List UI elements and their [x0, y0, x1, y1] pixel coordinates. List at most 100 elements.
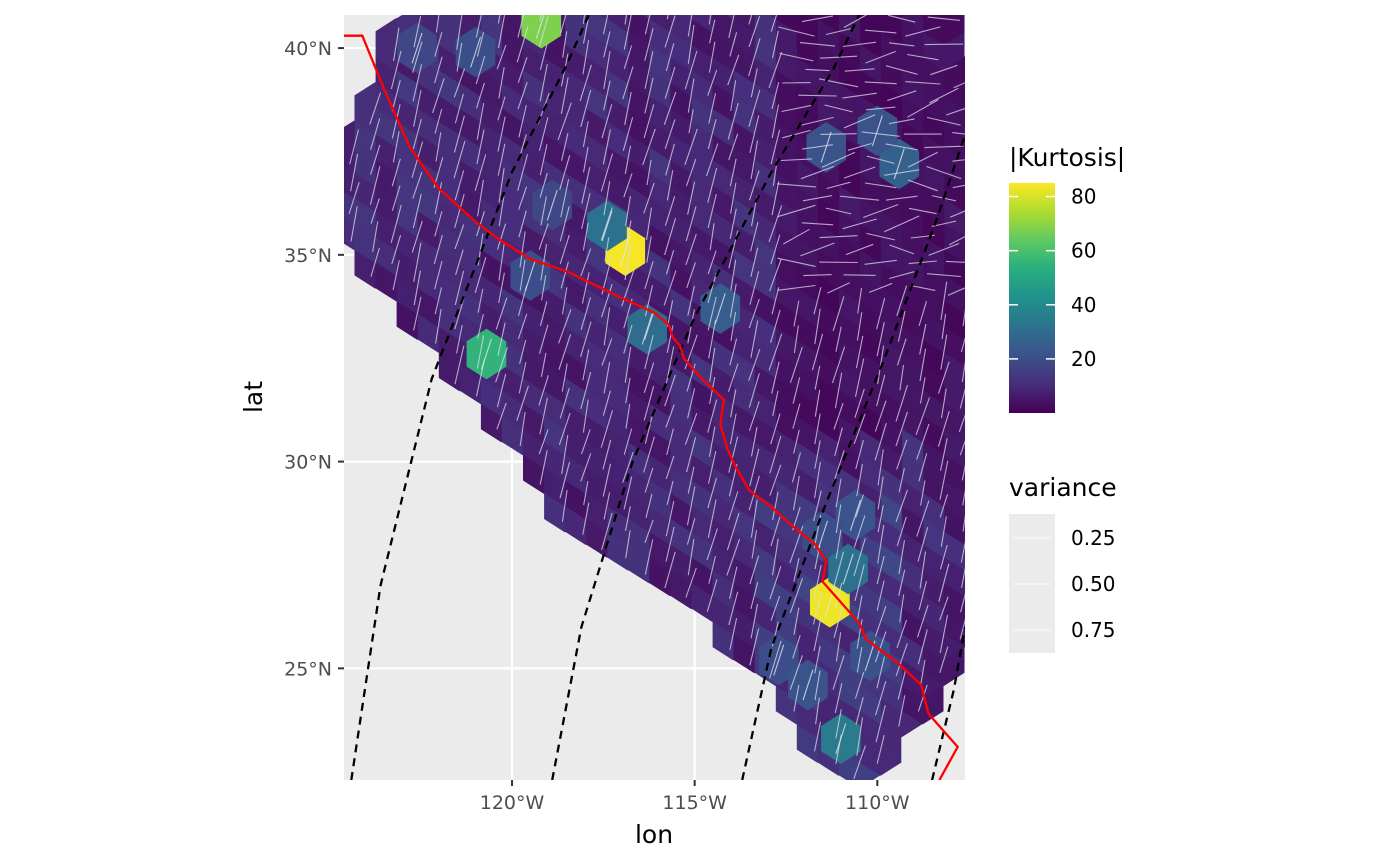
variance-segment: [687, 466, 695, 494]
variance-segment: [939, 438, 948, 471]
variance-segment: [768, 205, 783, 243]
variance-segment: [480, 338, 492, 370]
variance-segment: [835, 632, 842, 662]
variance-segment: [453, 68, 466, 98]
variance-segment: [770, 595, 781, 621]
variance-segment: [686, 486, 696, 526]
variance-segment: [729, 208, 737, 239]
variance-segment: [896, 338, 907, 366]
variance-segment: [889, 271, 915, 280]
variance-segment: [843, 274, 876, 276]
variance-segment: [518, 210, 527, 238]
variance-segment: [623, 45, 633, 69]
variance-segment: [329, 192, 338, 231]
variance-segment: [832, 655, 845, 690]
variance-segment: [391, 234, 402, 265]
variance-segment: [413, 242, 422, 282]
variance-segment: [835, 529, 842, 559]
variance-segment: [781, 3, 811, 9]
size-legend-title: variance: [1009, 473, 1117, 502]
variance-segment: [748, 298, 760, 329]
variance-segment: [730, 259, 737, 291]
variance-segment: [582, 15, 586, 24]
variance-segment: [454, 270, 465, 306]
variance-segment: [920, 659, 926, 686]
variance-segment: [750, 582, 759, 610]
variance-segment: [748, 401, 760, 431]
variance-segment: [771, 287, 780, 315]
variance-segment: [887, 90, 917, 102]
variance-segment: [707, 296, 717, 331]
variance-segment: [814, 389, 821, 417]
variance-segment: [893, 148, 905, 180]
variance-segment: [475, 55, 486, 85]
variance-segment: [709, 347, 716, 382]
variance-segment: [517, 154, 529, 191]
y-tick-label: 40°N: [284, 38, 332, 60]
variance-segment: [539, 15, 542, 21]
variance-segment: [801, 222, 834, 226]
variance-segment: [895, 384, 909, 422]
size-legend-label: 0.75: [1071, 618, 1116, 642]
variance-segment: [664, 66, 676, 99]
variance-segment: [708, 555, 716, 584]
kurtosis-cell: [692, 0, 732, 6]
variance-segment: [476, 211, 485, 237]
variance-segment: [750, 140, 759, 179]
variance-segment: [601, 210, 613, 242]
variance-segment: [644, 334, 654, 370]
variance-segment: [625, 377, 631, 404]
variance-segment: [889, 42, 915, 47]
color-legend: |Kurtosis| 80 60 40 20: [1009, 143, 1125, 413]
variance-segment: [855, 335, 864, 369]
variance-segment: [866, 106, 896, 111]
variance-segment: [707, 167, 718, 203]
variance-segment: [558, 334, 572, 370]
variance-segment: [805, 68, 830, 72]
variance-segment: [779, 52, 814, 62]
variance-segment: [454, 224, 465, 250]
variance-segment: [434, 260, 443, 290]
variance-segment: [411, 220, 423, 253]
variance-segment: [685, 158, 697, 187]
kurtosis-cell: [861, 0, 901, 6]
variance-segment: [644, 312, 654, 340]
color-legend-title: |Kurtosis|: [1009, 143, 1125, 172]
variance-segment: [770, 129, 781, 165]
variance-segment: [728, 436, 739, 473]
variance-segment: [727, 102, 739, 140]
variance-segment: [454, 170, 465, 201]
variance-segment: [865, 50, 896, 64]
variance-segment: [749, 555, 760, 585]
variance-segment: [926, 273, 961, 278]
variance-segment: [820, 131, 832, 163]
variance-segment: [820, 133, 857, 135]
variance-segment: [876, 734, 885, 764]
variance-segment: [454, 93, 464, 124]
variance-segment: [777, 257, 816, 267]
variance-segment: [665, 250, 675, 275]
variance-segment: [624, 15, 628, 25]
variance-segment: [562, 31, 568, 58]
variance-segment: [853, 538, 866, 577]
dashed-line: [551, 15, 861, 780]
variance-segment: [434, 287, 443, 315]
kurtosis-cell: [776, 0, 816, 6]
variance-segment: [876, 374, 886, 407]
variance-segment: [412, 119, 422, 150]
variance-segment: [866, 155, 895, 164]
variance-segment: [897, 670, 906, 700]
variance-segment: [560, 261, 569, 289]
variance-segment: [813, 490, 822, 522]
variance-segment: [919, 323, 927, 355]
variance-segment: [939, 614, 949, 654]
variance-segment: [624, 346, 632, 383]
variance-segment: [910, 284, 936, 291]
variance-segment: [729, 158, 737, 187]
variance-segment: [769, 258, 782, 292]
variance-segment: [835, 326, 842, 352]
variance-segment: [939, 596, 949, 621]
variance-segments: [329, 3, 965, 779]
variance-segment: [792, 377, 801, 404]
variance-segment: [411, 32, 423, 64]
